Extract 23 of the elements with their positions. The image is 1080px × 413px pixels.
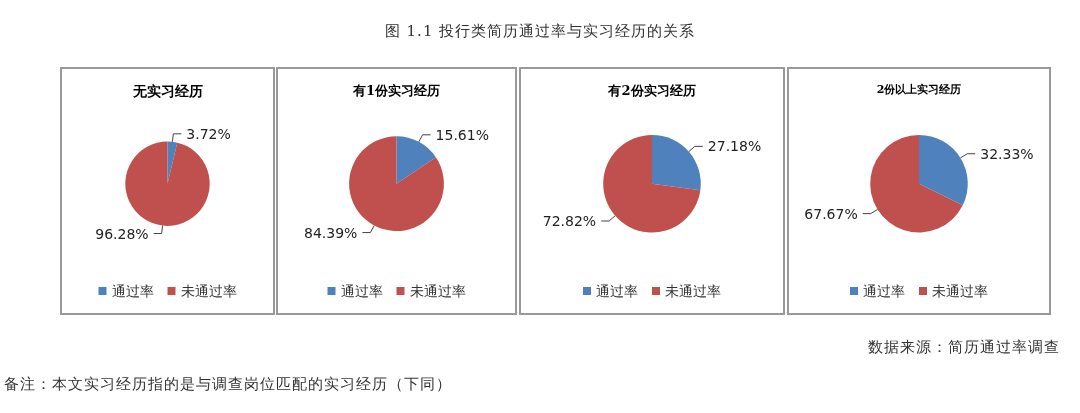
legend-label: 通过率 xyxy=(340,283,383,299)
legend-label: 通过率 xyxy=(596,283,638,299)
legend-label: 未通过率 xyxy=(665,283,721,299)
chart-title: 有1份实习经历 xyxy=(351,83,441,98)
legend-label: 未通过率 xyxy=(932,283,988,299)
data-label: 67.67% xyxy=(804,205,858,222)
data-label: 84.39% xyxy=(304,224,358,241)
chart-title: 无实习经历 xyxy=(131,83,203,99)
data-label: 27.18% xyxy=(707,138,762,155)
chart-title: 2份以上实习经历 xyxy=(876,83,962,96)
data-label: 32.33% xyxy=(980,145,1034,162)
legend-label: 通过率 xyxy=(863,283,905,299)
legend-label: 通过率 xyxy=(111,283,154,299)
text: 备注：本文实习经历指的是与调查岗位匹配的实习经历（下同） xyxy=(4,375,452,394)
chart-title: 有2份实习经历 xyxy=(607,83,696,98)
source-note: 数据来源：简历通过率调查 xyxy=(868,338,1060,357)
data-label: 15.61% xyxy=(435,126,489,143)
data-label: 96.28% xyxy=(95,225,149,242)
data-label: 3.72% xyxy=(186,125,231,142)
legend-label: 未通过率 xyxy=(180,283,237,299)
caption: 图 1.1 投行类简历通过率与实习经历的关系 xyxy=(383,22,697,41)
legend-label: 未通过率 xyxy=(409,283,466,299)
data-label: 72.82% xyxy=(542,213,597,229)
